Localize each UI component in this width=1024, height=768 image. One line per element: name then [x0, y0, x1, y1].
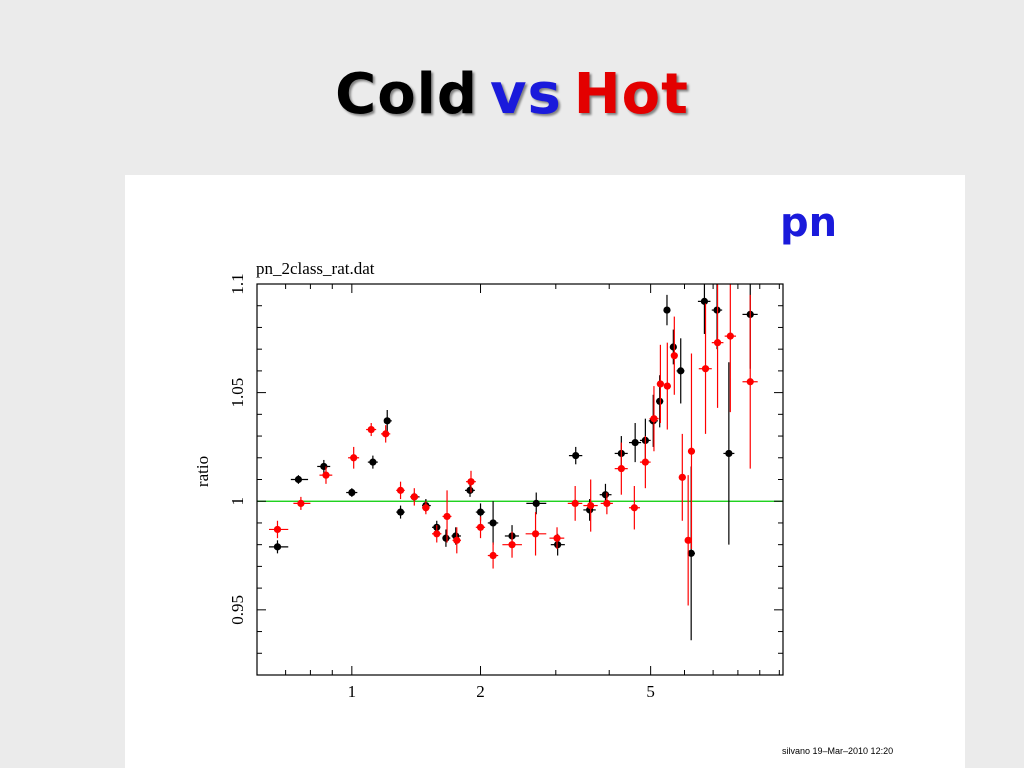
data-point [684, 536, 692, 544]
data-point [572, 452, 580, 460]
data-point [422, 504, 430, 512]
data-point [554, 541, 562, 549]
data-point [476, 523, 485, 531]
data-point [631, 438, 639, 447]
series-0 [268, 284, 758, 641]
data-point [489, 519, 497, 527]
data-point [297, 499, 305, 507]
data-point [467, 478, 475, 486]
data-point [701, 365, 710, 373]
data-point [369, 458, 377, 466]
data-point [443, 512, 451, 521]
data-point [322, 471, 330, 479]
data-point [650, 415, 658, 423]
data-point [532, 499, 540, 507]
y-tick-label: 1.1 [228, 273, 247, 294]
data-point [663, 382, 671, 390]
data-point [656, 397, 664, 405]
title-cold: Cold [335, 62, 478, 127]
data-point [442, 534, 450, 542]
data-point [273, 525, 282, 534]
series-1 [268, 284, 758, 606]
data-point [350, 454, 358, 462]
data-point [746, 378, 754, 386]
data-point [713, 339, 722, 347]
data-point [410, 493, 418, 501]
data-point [531, 530, 540, 538]
data-point [587, 501, 595, 510]
title-hot: Hot [573, 62, 689, 127]
data-point [641, 458, 649, 466]
data-point [725, 449, 733, 458]
x-tick-label: 1 [348, 682, 357, 701]
data-point [687, 447, 696, 455]
title-vs: vs [489, 62, 562, 127]
data-point [656, 380, 665, 388]
ratio-chart: pn_2class_rat.dat ratio 1 2 5 0.95 1 1.05 1.1 [193, 259, 784, 701]
data-point [476, 508, 485, 516]
footer-stamp: silvano 19–Mar–2010 12:20 [782, 746, 894, 756]
y-tick-label: 1.05 [228, 378, 247, 408]
detector-label: pn [780, 200, 838, 246]
x-tick-label: 5 [646, 682, 655, 701]
data-point [553, 534, 561, 542]
data-point [617, 465, 625, 473]
data-point [489, 551, 497, 560]
data-point [601, 491, 610, 499]
data-point [433, 530, 441, 538]
data-point [700, 297, 709, 305]
axes-layer: 1 2 5 0.95 1 1.05 1.1 [228, 273, 784, 701]
x-tick-label: 2 [476, 682, 485, 701]
data-point [508, 541, 516, 549]
data-point [677, 367, 685, 375]
data-point [396, 486, 405, 494]
data-point [678, 473, 686, 481]
data-point [382, 430, 390, 438]
chart-title: pn_2class_rat.dat [256, 259, 375, 278]
data-point [603, 499, 611, 507]
data-point [294, 475, 303, 484]
data-point [348, 488, 356, 497]
data-point [663, 306, 671, 314]
data-point [466, 486, 474, 494]
series-layer [257, 284, 783, 641]
data-point [669, 343, 677, 351]
data-point [273, 543, 282, 551]
plot-frame [256, 283, 784, 676]
y-axis-label: ratio [193, 456, 212, 487]
y-tick-label: 1 [228, 497, 247, 506]
data-point [670, 352, 678, 360]
data-point [630, 504, 638, 512]
data-point [383, 417, 391, 425]
slide-title: Cold vs Hot [0, 62, 1024, 127]
data-point [367, 425, 375, 434]
y-tick-label: 0.95 [228, 595, 247, 625]
data-point [687, 549, 695, 557]
data-point [726, 332, 734, 340]
data-point [396, 508, 405, 516]
plot-panel: pn_2class_rat.dat ratio 1 2 5 0.95 1 1.05 1.1 [125, 175, 965, 768]
data-point [571, 499, 579, 507]
data-point [453, 536, 461, 544]
